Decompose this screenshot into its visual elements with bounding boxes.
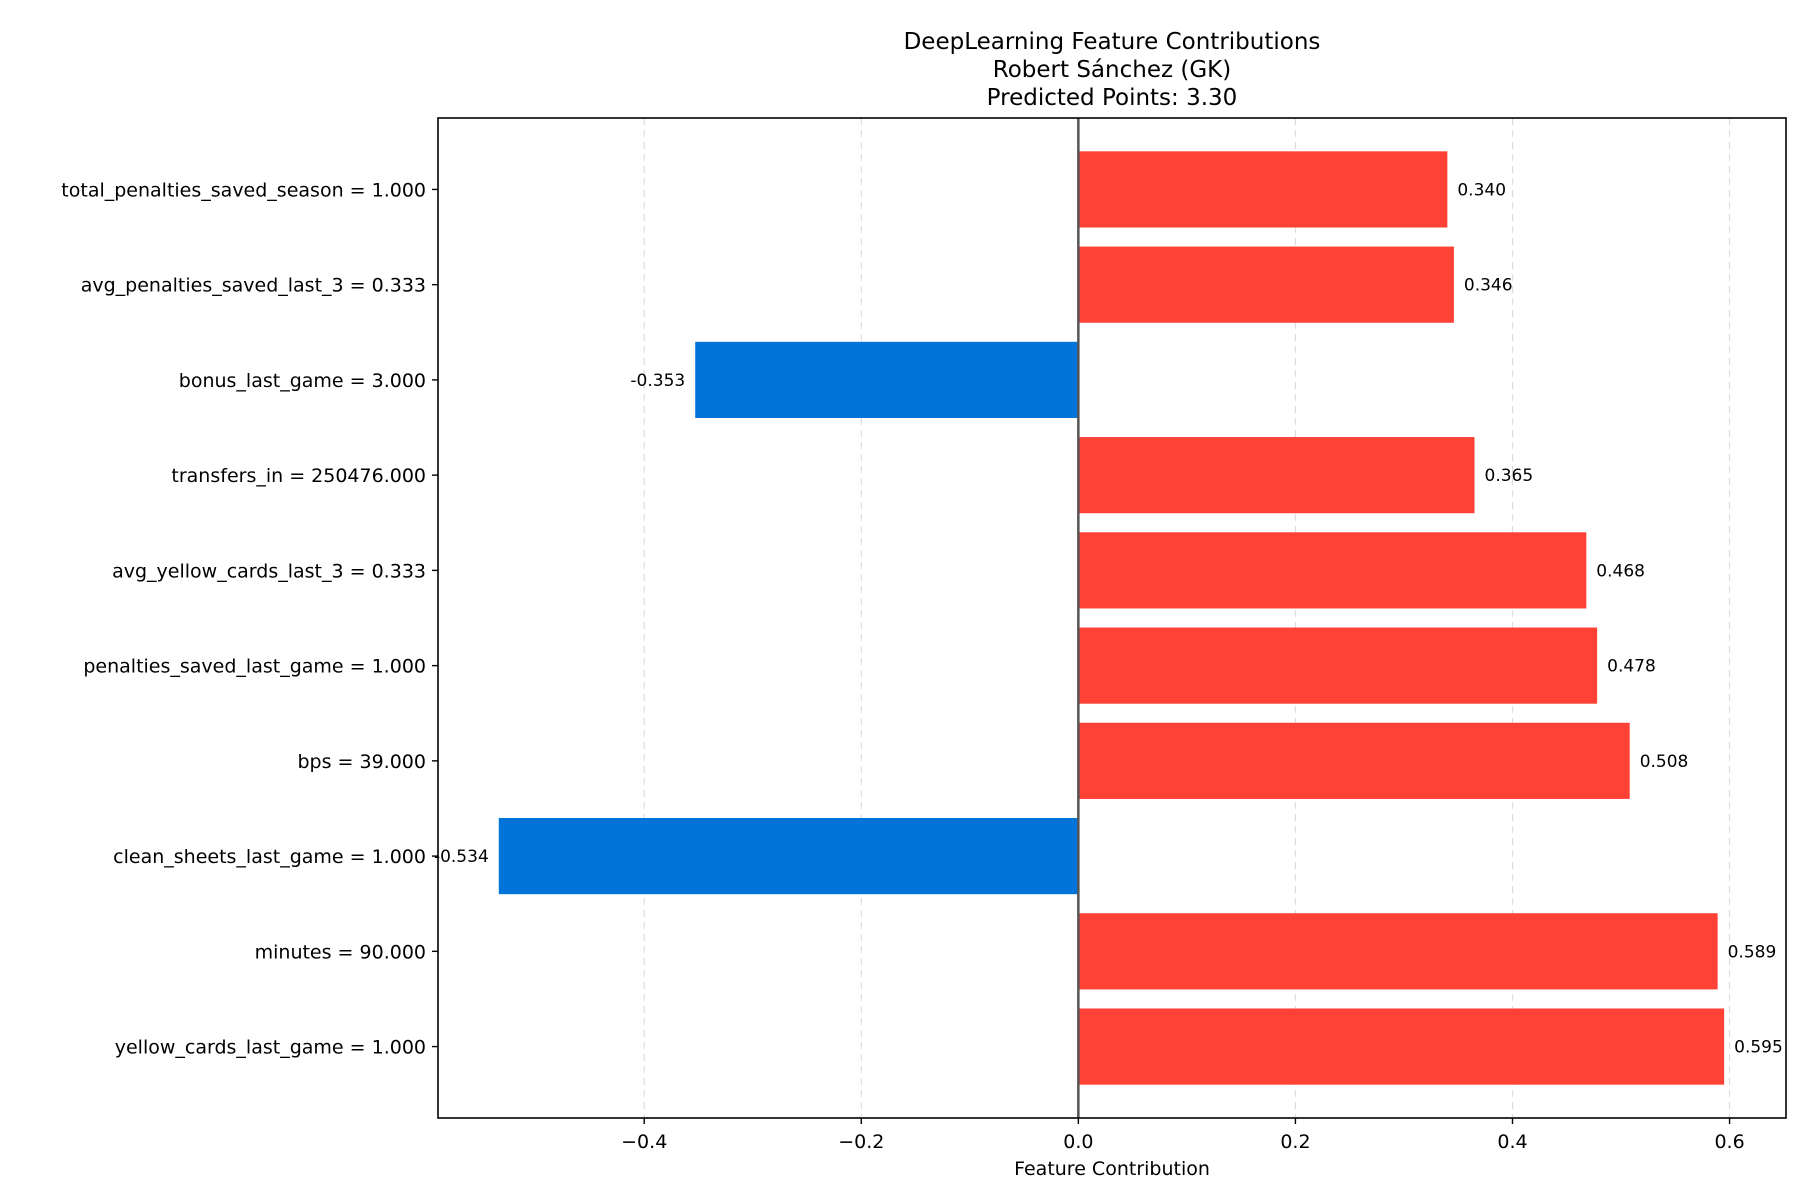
bar-value-label-6: 0.508 — [1640, 752, 1689, 772]
bar-value-label-1: 0.346 — [1464, 276, 1513, 296]
data-labels: 0.340 0.346 -0.353 0.365 0.468 0.478 0.508 -0.5… — [434, 180, 1783, 1057]
bar-4 — [1078, 532, 1587, 609]
y-category-label-5: penalties_saved_last_game = 1.000 — [83, 656, 426, 678]
bar-value-label-3: 0.365 — [1485, 466, 1534, 486]
y-category-label-7: clean_sheets_last_game = 1.000 — [113, 846, 426, 868]
bar-2 — [695, 341, 1079, 418]
bar-8 — [1078, 913, 1718, 990]
y-category-label-9: yellow_cards_last_game = 1.000 — [115, 1037, 426, 1059]
bar-7 — [498, 818, 1079, 895]
x-tick-label-4: 0.4 — [1497, 1131, 1527, 1153]
x-tick-label-2: 0.0 — [1063, 1131, 1093, 1153]
chart-subtitle-player: Robert Sánchez (GK) — [993, 57, 1231, 83]
chart-title-line-1: DeepLearning Feature Contributions — [904, 29, 1321, 55]
bar-9 — [1078, 1008, 1725, 1085]
y-category-label-6: bps = 39.000 — [297, 751, 426, 773]
y-category-label-3: transfers_in = 250476.000 — [171, 465, 426, 487]
bars — [498, 151, 1725, 1085]
bar-1 — [1078, 246, 1454, 323]
bar-5 — [1078, 627, 1598, 704]
x-tick-label-0: −0.4 — [621, 1131, 667, 1153]
axes: total_penalties_saved_season = 1.000 avg_… — [61, 117, 1787, 1153]
bar-value-label-0: 0.340 — [1457, 180, 1506, 200]
chart-title: DeepLearning Feature Contributions Rober… — [904, 29, 1321, 111]
bar-value-label-8: 0.589 — [1728, 942, 1777, 962]
plot-frame — [437, 117, 1787, 1119]
y-category-label-4: avg_yellow_cards_last_3 = 0.333 — [112, 560, 426, 582]
bar-value-label-7: -0.534 — [434, 847, 489, 867]
bar-6 — [1078, 722, 1630, 799]
x-tick-label-5: 0.6 — [1714, 1131, 1744, 1153]
x-tick-label-1: −0.2 — [838, 1131, 884, 1153]
bar-3 — [1078, 437, 1475, 514]
x-axis-label: Feature Contribution — [1014, 1158, 1210, 1180]
y-category-label-8: minutes = 90.000 — [255, 941, 426, 963]
bar-value-label-4: 0.468 — [1596, 561, 1645, 581]
y-category-label-1: avg_penalties_saved_last_3 = 0.333 — [81, 275, 426, 297]
chart-subtitle-predicted-points: Predicted Points: 3.30 — [987, 85, 1238, 111]
x-tick-label-3: 0.2 — [1280, 1131, 1310, 1153]
bar-value-label-2: -0.353 — [630, 371, 685, 391]
y-category-label-2: bonus_last_game = 3.000 — [179, 370, 426, 392]
bar-value-label-5: 0.478 — [1607, 657, 1656, 677]
bar-value-label-9: 0.595 — [1734, 1038, 1783, 1058]
y-category-label-0: total_penalties_saved_season = 1.000 — [61, 179, 426, 201]
bar-0 — [1078, 151, 1448, 228]
